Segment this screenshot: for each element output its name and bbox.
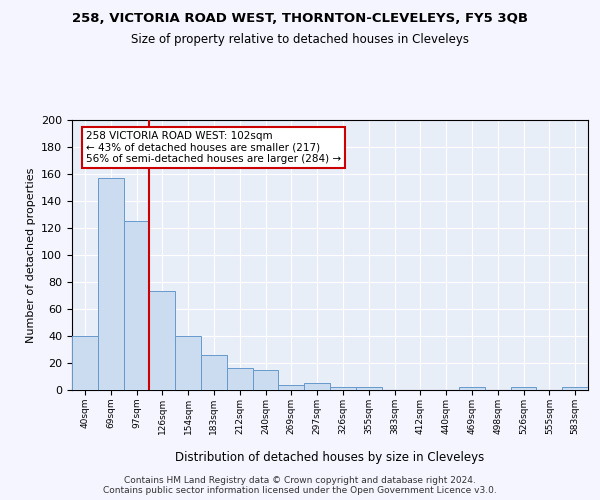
Text: Size of property relative to detached houses in Cleveleys: Size of property relative to detached ho… — [131, 32, 469, 46]
Bar — [201, 355, 227, 390]
Bar — [304, 383, 330, 390]
Bar — [175, 336, 201, 390]
Bar — [72, 336, 98, 390]
Bar — [511, 388, 536, 390]
Y-axis label: Number of detached properties: Number of detached properties — [26, 168, 35, 342]
Bar — [227, 368, 253, 390]
Text: 258, VICTORIA ROAD WEST, THORNTON-CLEVELEYS, FY5 3QB: 258, VICTORIA ROAD WEST, THORNTON-CLEVEL… — [72, 12, 528, 26]
Text: Distribution of detached houses by size in Cleveleys: Distribution of detached houses by size … — [175, 451, 485, 464]
Bar — [98, 178, 124, 390]
Bar — [278, 384, 304, 390]
Bar — [330, 388, 356, 390]
Bar — [253, 370, 278, 390]
Bar — [356, 388, 382, 390]
Text: 258 VICTORIA ROAD WEST: 102sqm
← 43% of detached houses are smaller (217)
56% of: 258 VICTORIA ROAD WEST: 102sqm ← 43% of … — [86, 131, 341, 164]
Bar — [562, 388, 588, 390]
Text: Contains HM Land Registry data © Crown copyright and database right 2024.
Contai: Contains HM Land Registry data © Crown c… — [103, 476, 497, 495]
Bar — [459, 388, 485, 390]
Bar — [149, 292, 175, 390]
Bar — [124, 221, 149, 390]
